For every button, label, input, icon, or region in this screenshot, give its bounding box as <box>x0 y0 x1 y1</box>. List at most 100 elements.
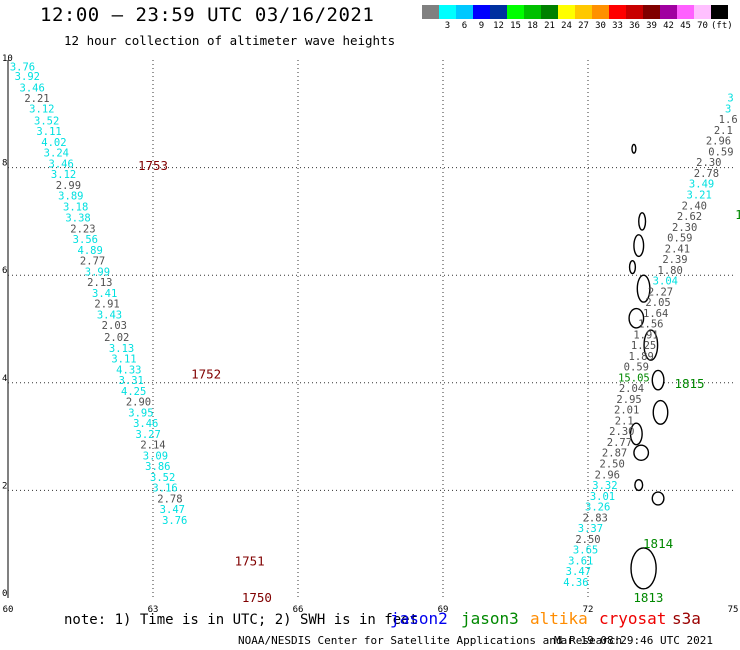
swh-label: 2.23 <box>70 223 95 235</box>
swh-label: 2.30 <box>672 222 697 234</box>
lat-tick-label: 10 <box>2 54 13 64</box>
swh-label: 2.77 <box>607 437 632 449</box>
swh-label: 2.78 <box>694 168 719 180</box>
island-outline <box>638 212 647 231</box>
swh-label: 4.25 <box>121 386 146 398</box>
island-outline <box>629 422 643 446</box>
swh-label: 3.86 <box>145 461 170 473</box>
legend-swatch <box>524 5 541 19</box>
swh-label: 3.46 <box>133 418 158 430</box>
island-outline <box>628 307 645 329</box>
swh-label: 1.80 <box>658 265 683 277</box>
pass-time-label: 1752 <box>191 367 221 382</box>
legend-tick-label: 36 <box>629 21 640 31</box>
lon-tick-label: 66 <box>293 605 304 615</box>
swh-label: 0.59 <box>624 362 649 374</box>
island-outline <box>651 369 665 391</box>
swh-label: 2.95 <box>616 394 641 406</box>
swh-label: 2.50 <box>575 534 600 546</box>
swh-label: 3.04 <box>653 276 678 288</box>
swh-label: 2.96 <box>706 136 731 148</box>
swh-label: 3.31 <box>119 375 144 387</box>
swh-label: 2.04 <box>619 383 644 395</box>
swh-label: 2.96 <box>595 469 620 481</box>
track-west: 3.763.923.462.213.123.523.114.023.243.46… <box>10 61 272 605</box>
pass-time-label: 1753 <box>138 158 168 173</box>
satellite-tracks: 3.763.923.462.213.123.523.114.023.243.46… <box>10 61 740 605</box>
island-outline <box>634 478 644 492</box>
swh-label: 3.27 <box>136 429 161 441</box>
pass-time-label: 1813 <box>633 590 663 605</box>
legend-tick-label: 21 <box>544 21 555 31</box>
swh-label: 3.99 <box>85 266 110 278</box>
generated-timestamp: Mar 19 08:29:46 UTC 2021 <box>554 634 713 647</box>
legend-swatch <box>711 5 728 19</box>
mission-label-jason3: jason3 <box>461 609 519 628</box>
swh-label: 3.11 <box>111 354 136 366</box>
legend-swatch <box>643 5 660 19</box>
legend-swatch <box>422 5 439 19</box>
legend-tick-label: 33 <box>612 21 623 31</box>
pass-time-label: 1750 <box>242 590 272 605</box>
swh-label: 3.52 <box>150 472 175 484</box>
swh-label: 4.89 <box>78 245 103 257</box>
swh-label: 3.92 <box>15 71 40 83</box>
swh-label: 3 <box>727 93 733 105</box>
swh-label: 2.99 <box>56 180 81 192</box>
swh-label: 2.1 <box>714 125 733 137</box>
swh-label: 2.05 <box>645 297 670 309</box>
swh-label: 2.83 <box>583 512 608 524</box>
legend-tick-label: 6 <box>461 21 468 31</box>
swh-label: 2.27 <box>648 286 673 298</box>
swh-label: 2.1 <box>615 415 634 427</box>
legend-tick-label: 30 <box>595 21 606 31</box>
lon-tick-label: 69 <box>438 605 449 615</box>
swh-label: 1.56 <box>638 319 663 331</box>
pass-time-label: 1815 <box>674 376 704 391</box>
pass-time-label: 1814 <box>643 536 673 551</box>
island-outlines <box>628 143 669 590</box>
island-outline <box>628 259 637 275</box>
swh-label: 3.26 <box>585 502 610 514</box>
legend-swatch <box>541 5 558 19</box>
legend-tick-label: 70 <box>697 21 708 31</box>
legend-tick-label: 24 <box>561 21 572 31</box>
swh-label: 1.25 <box>631 340 656 352</box>
island-outline <box>631 143 637 154</box>
swh-label: 3.12 <box>51 169 76 181</box>
island-outline <box>630 547 657 590</box>
legend-tick-label: 9 <box>478 21 485 31</box>
swh-label: 3.21 <box>687 190 712 202</box>
swh-label: 15.05 <box>618 372 650 384</box>
pass-time-label: 18 <box>735 207 740 222</box>
mission-label-cryosat: cryosat <box>599 609 667 628</box>
swh-label: 3.37 <box>578 523 603 535</box>
swh-label: 4.33 <box>116 364 141 376</box>
swh-label: 3.56 <box>73 234 98 246</box>
legend-tick-label: 39 <box>646 21 657 31</box>
swh-label: 2.30 <box>609 426 634 438</box>
island-outline <box>636 274 651 303</box>
legend-tick-label: 18 <box>527 21 538 31</box>
legend-tick-label: 12 <box>493 21 504 31</box>
axis-ticks: 60 63 66 69 72 75 0 2 4 6 8 10 <box>2 54 738 615</box>
swh-label: 3.49 <box>689 179 714 191</box>
lat-tick-label: 0 <box>2 589 7 599</box>
swh-label: 3.47 <box>566 566 591 578</box>
swh-label: 3.24 <box>44 148 69 160</box>
swh-label: 3.47 <box>160 504 185 516</box>
swh-label: 2.78 <box>157 493 182 505</box>
mission-label-s3a: s3a <box>672 609 701 628</box>
legend-swatch <box>558 5 575 19</box>
legend-tick-label: 15 <box>510 21 521 31</box>
map-grid <box>7 60 733 598</box>
swh-label: 2.13 <box>87 277 112 289</box>
legend-swatch <box>490 5 507 19</box>
wave-height-color-legend <box>422 5 728 19</box>
swh-label: 3.46 <box>49 158 74 170</box>
swh-label: 3.46 <box>20 82 45 94</box>
swh-label: 3.16 <box>152 483 177 495</box>
legend-tick-label: 45 <box>680 21 691 31</box>
